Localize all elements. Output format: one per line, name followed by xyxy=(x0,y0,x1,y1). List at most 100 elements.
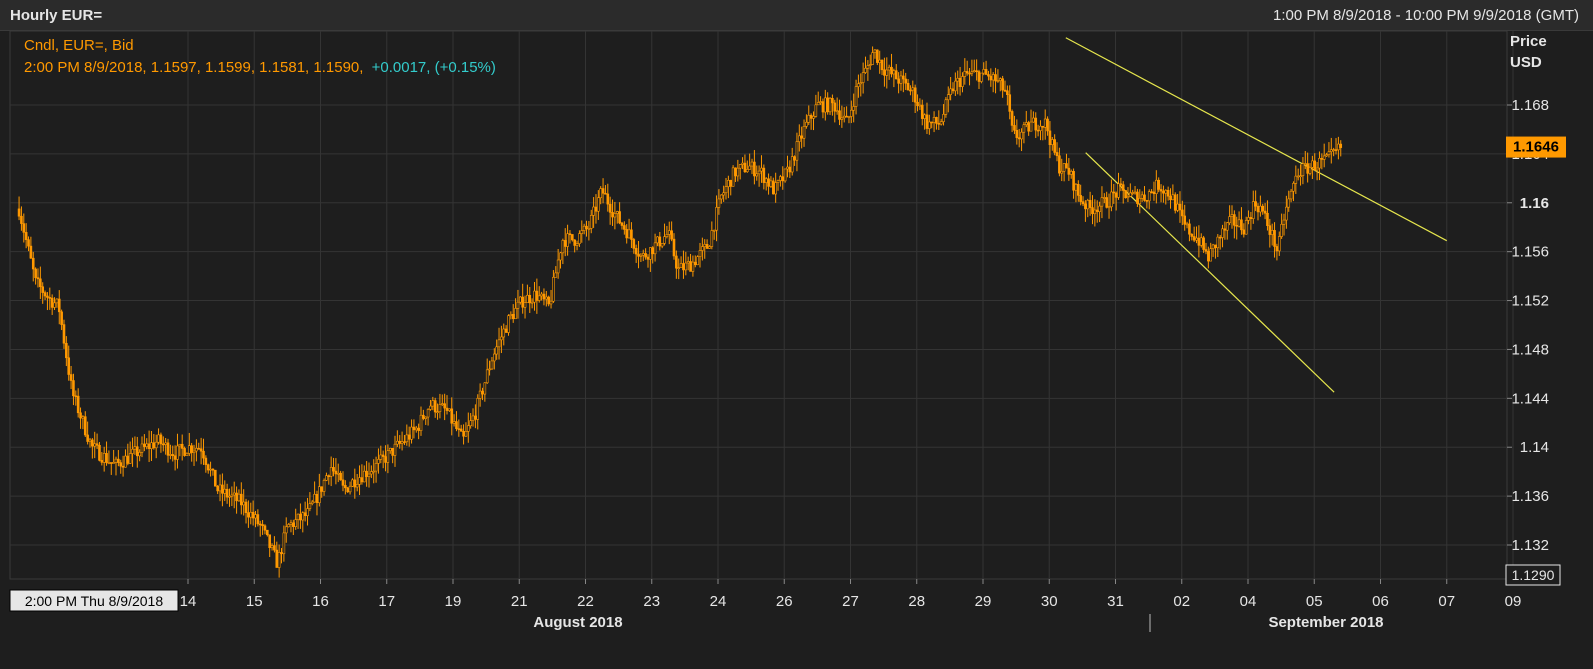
candle-body xyxy=(237,493,241,502)
candle-body xyxy=(448,408,451,411)
candle-body xyxy=(46,295,49,298)
candle-body xyxy=(81,416,85,419)
candle-body xyxy=(407,434,411,440)
candle-body xyxy=(831,98,834,104)
candle-body xyxy=(1069,171,1073,175)
candle-body xyxy=(658,236,662,247)
x-tick-label: 21 xyxy=(511,593,528,610)
candle-body xyxy=(982,69,986,74)
candle-body xyxy=(1322,155,1326,160)
candle-body xyxy=(412,426,416,431)
candle-body xyxy=(793,156,796,161)
candle-body xyxy=(902,75,905,80)
candle-body xyxy=(1275,246,1279,252)
candle-body xyxy=(1036,129,1040,132)
candle-body xyxy=(1050,139,1054,146)
candle-body xyxy=(854,86,858,107)
candle-body xyxy=(140,443,144,453)
candle-body xyxy=(528,294,532,304)
candle-body xyxy=(729,180,733,187)
candle-body xyxy=(1337,143,1340,151)
candle-body xyxy=(701,246,704,251)
candle-body xyxy=(1095,209,1099,212)
candle-body xyxy=(79,412,82,419)
candle-body xyxy=(53,302,56,308)
candle-body xyxy=(83,416,87,436)
candle-body xyxy=(1280,223,1283,237)
candle-body xyxy=(400,441,404,444)
candle-body xyxy=(604,192,607,195)
candle-body xyxy=(795,141,799,161)
candle-body xyxy=(554,272,558,278)
candle-body xyxy=(710,230,714,247)
candle-body xyxy=(509,314,513,317)
candle-body xyxy=(722,192,725,196)
candle-body xyxy=(693,261,697,266)
candle-body xyxy=(187,445,191,454)
candle-body xyxy=(251,511,255,519)
candle-body xyxy=(221,484,224,494)
x-tick-label: 17 xyxy=(378,593,395,610)
candle-body xyxy=(805,121,808,127)
candle-body xyxy=(906,82,910,91)
candle-body xyxy=(698,250,702,257)
low-price-marker xyxy=(1505,564,1561,586)
candle-body xyxy=(1296,175,1300,178)
candle-body xyxy=(1086,200,1090,210)
candle-body xyxy=(112,462,115,464)
candle-body xyxy=(1147,191,1151,202)
candle-body xyxy=(634,248,638,255)
candle-body xyxy=(1136,191,1139,204)
candle-body xyxy=(764,178,768,183)
candle-body xyxy=(587,228,591,230)
candle-body xyxy=(109,462,113,464)
candle-body xyxy=(1228,216,1231,224)
candle-body xyxy=(998,78,1002,81)
candle-body xyxy=(119,462,123,467)
candle-body xyxy=(1237,219,1241,227)
candle-body xyxy=(1329,149,1333,152)
candle-body xyxy=(296,513,300,520)
candle-body xyxy=(431,400,435,407)
candle-body xyxy=(372,470,376,473)
candle-body xyxy=(812,116,815,119)
candle-body xyxy=(712,229,716,232)
candle-body xyxy=(741,162,744,165)
candle-body xyxy=(164,442,167,445)
candle-body xyxy=(270,545,274,548)
candle-body xyxy=(897,78,900,84)
candle-body xyxy=(563,240,567,247)
candle-body xyxy=(218,484,222,492)
candle-body xyxy=(422,414,425,419)
candle-body xyxy=(280,552,283,555)
x-tick-label: 05 xyxy=(1306,593,1323,610)
candle-body xyxy=(169,454,172,456)
candle-body xyxy=(611,212,614,218)
candle-body xyxy=(790,156,794,173)
candle-body xyxy=(178,443,182,447)
candle-body xyxy=(266,529,269,536)
candle-body xyxy=(367,473,371,477)
month-label-august: August 2018 xyxy=(533,614,622,631)
candle-body xyxy=(240,493,243,506)
candle-body xyxy=(481,390,484,395)
candle-body xyxy=(824,97,827,113)
candle-body xyxy=(646,256,650,260)
candle-body xyxy=(107,462,111,464)
candle-body xyxy=(800,135,803,139)
candle-body xyxy=(121,465,125,468)
y-tick-label: 1.152 xyxy=(1511,293,1549,310)
candle-body xyxy=(1268,225,1272,235)
candle-body xyxy=(511,314,515,320)
candle-body xyxy=(769,180,773,187)
candle-body xyxy=(892,70,896,75)
candle-body xyxy=(1299,175,1302,178)
candle-body xyxy=(1292,183,1295,192)
plot-area xyxy=(9,30,1508,580)
candle-body xyxy=(159,434,163,445)
candle-body xyxy=(757,170,761,175)
candle-body xyxy=(310,501,314,504)
candle-body xyxy=(589,215,593,229)
axis-title-currency: USD xyxy=(1510,54,1542,71)
candle-body xyxy=(734,167,737,177)
